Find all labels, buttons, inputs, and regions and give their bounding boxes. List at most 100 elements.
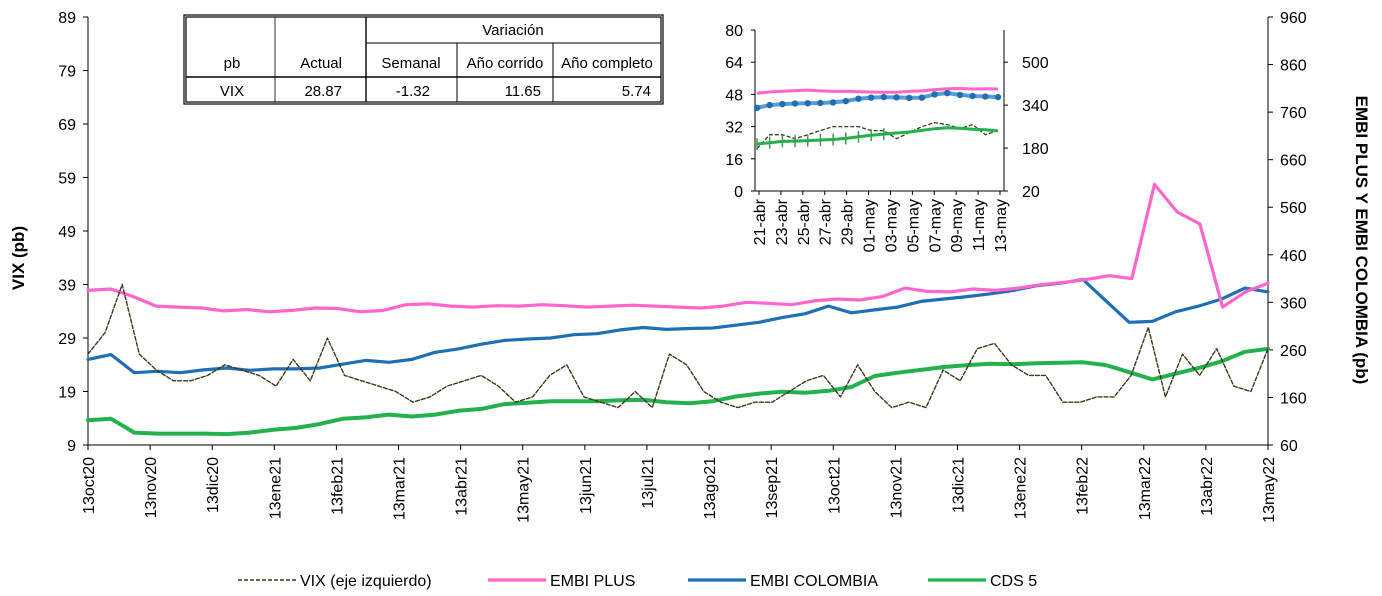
x-tick-label: 13ago21 [702,457,719,519]
left-tick-label: 69 [58,117,76,134]
inset-point-embi-colombia [791,100,799,107]
right-tick-label: 60 [1280,438,1298,455]
inset-x-tick-label: 27-abr [818,198,835,245]
x-tick-label: 13ene21 [267,457,284,519]
x-tick-label: 13nov21 [888,457,905,518]
x-axis-ticks: 13oct20 13nov20 13dic20 13ene21 13feb21 13mar… [81,445,1278,523]
inset-point-embi-colombia [931,91,938,98]
inset-point-embi-colombia [779,100,786,108]
right-axis-title: EMBI PLUS Y EMBI COLOMBIA (pb) [1352,96,1371,385]
x-tick-label: 13jun21 [578,457,595,514]
inset-point-embi-colombia [918,94,926,101]
inset-series-line-cds-5 [756,126,999,146]
left-tick-label: 59 [58,171,76,188]
right-tick-label: 360 [1280,295,1307,312]
x-tick-label: 13dic21 [950,457,967,513]
inset-point-embi-colombia [766,101,773,109]
main-series [86,182,1270,437]
inset-x-tick-label: 01-may [862,199,879,252]
right-tick-label: 760 [1280,105,1307,122]
right-tick-label: 560 [1280,200,1307,217]
inset-point-embi-colombia [855,95,862,102]
left-axis-ticks: 9 19 29 39 49 59 69 79 89 [58,10,88,455]
table-cell-label: VIX [220,83,244,100]
legend-label-vix-eje-izquierdo: VIX (eje izquierdo) [300,573,432,590]
inset-x-tick-label: 07-may [927,199,944,252]
x-tick-label: 13may22 [1261,457,1278,523]
x-tick-label: 13nov20 [143,457,160,518]
left-tick-label: 19 [58,385,76,402]
x-tick-label: 13ene22 [1013,457,1030,519]
inset-x-tick-label: 29-abr [840,198,857,245]
inset-chart: 0 16 32 48 64 80 20 180 340 500 21-abr 23-abr 25-a… [725,23,1049,252]
inset-point-embi-colombia [906,94,913,102]
inset-left-tick-label: 48 [725,87,743,104]
x-tick-label: 13may21 [516,457,533,523]
x-tick-label: 13oct21 [826,457,843,514]
stats-table: Variación pb Actual Semanal Año corrido … [183,14,664,105]
inset-left-tick-label: 16 [725,152,743,169]
inset-series [753,87,1002,151]
inset-left-tick-label: 64 [725,55,743,72]
x-tick-label: 13mar21 [392,457,409,520]
series-line-cds-5 [86,346,1270,437]
left-tick-label: 49 [58,224,76,241]
inset-point-embi-colombia [969,92,976,100]
table-header-ano-corrido: Año corrido [467,55,544,72]
inset-point-embi-colombia [804,100,811,107]
right-axis-ticks: 60 160 260 360 460 560 660 760 860 960 [1268,10,1307,455]
table-cell-actual: 28.87 [304,83,342,100]
inset-x-tick-label: 09-may [949,199,966,252]
right-tick-label: 460 [1280,248,1307,265]
series-line-embi-colombia [86,277,1270,375]
inset-x-tick-label: 21-abr [752,198,769,245]
table-cell-semanal: -1.32 [396,83,430,100]
inset-point-embi-colombia [880,93,888,101]
inset-right-tick-label: 500 [1022,55,1049,72]
right-tick-label: 260 [1280,343,1307,360]
inset-point-embi-colombia [817,99,824,107]
right-tick-label: 660 [1280,153,1307,170]
inset-right-axis-ticks: 20 180 340 500 [1004,55,1049,201]
right-tick-label: 860 [1280,58,1307,75]
left-tick-label: 39 [58,278,76,295]
inset-right-tick-label: 340 [1022,98,1049,115]
inset-point-embi-colombia [944,89,951,97]
inset-right-tick-label: 180 [1022,141,1049,158]
inset-x-tick-label: 25-abr [796,198,813,245]
table-header-actual: Actual [300,55,342,72]
legend-label-cds-5: CDS 5 [990,573,1037,590]
x-tick-label: 13abr21 [454,457,471,516]
inset-x-tick-label: 05-may [905,199,922,252]
table-cell-ano-completo: 5.74 [622,83,651,100]
x-tick-label: 13oct20 [81,457,98,514]
legend: VIX (eje izquierdo) EMBI PLUS EMBI COLOMBI… [238,573,1037,590]
series-line-embi-plus [86,182,1270,314]
left-tick-label: 79 [58,64,76,81]
inset-left-tick-label: 0 [734,184,743,201]
inset-x-tick-label: 03-may [883,199,900,252]
table-header-ano-completo: Año completo [561,55,653,72]
inset-point-embi-colombia [753,104,761,112]
left-axis-title: VIX (pb) [9,226,28,290]
inset-point-embi-colombia [956,91,964,99]
inset-x-tick-label: 23-abr [774,198,791,245]
inset-left-tick-label: 80 [725,23,743,40]
right-tick-label: 160 [1280,390,1307,407]
inset-right-tick-label: 20 [1022,184,1040,201]
inset-x-tick-label: 11-may [971,199,988,251]
inset-point-embi-colombia [893,94,900,101]
x-tick-label: 13abr22 [1199,457,1216,516]
inset-point-embi-colombia [982,93,989,100]
x-tick-label: 13dic20 [205,457,222,513]
inset-point-embi-colombia [994,93,1002,101]
table-cell-ano-corrido: 11.65 [505,83,541,100]
series-line-vix-eje-izquierdo [87,283,1269,409]
x-tick-label: 13feb21 [329,457,346,515]
left-tick-label: 9 [67,438,76,455]
table-group-header: Variación [482,22,543,39]
left-tick-label: 89 [58,10,76,27]
table-inner-frame [185,16,662,103]
x-tick-label: 13jul21 [640,457,657,509]
